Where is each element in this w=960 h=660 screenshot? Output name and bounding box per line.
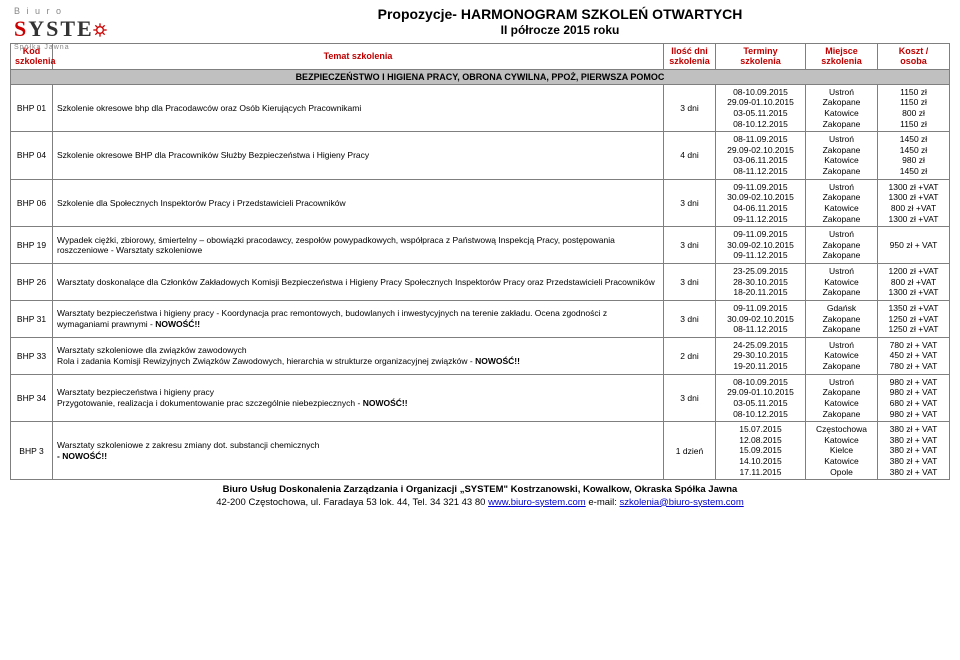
cell-place: UstrońZakopaneZakopane [806,227,878,264]
page-footer: Biuro Usług Doskonalenia Zarządzania i O… [10,484,950,509]
cell-place: UstrońZakopaneKatowiceZakopane [806,84,878,132]
cell-days: 3 dni [664,84,716,132]
cell-cost: 380 zł + VAT380 zł + VAT380 zł + VAT380 … [878,422,950,480]
cell-days: 3 dni [664,374,716,422]
cell-dates: 09-11.09.201530.09-02.10.201508-11.12.20… [716,300,806,337]
cell-cost: 1350 zł +VAT1250 zł +VAT1250 zł +VAT [878,300,950,337]
table-body: BHP 01Szkolenie okresowe bhp dla Pracoda… [11,84,950,480]
cell-dates: 09-11.09.201530.09-02.10.201504-06.11.20… [716,179,806,227]
footer-address: 42-200 Częstochowa, ul. Faradaya 53 lok.… [10,497,950,509]
logo-letter-s: S [14,16,28,41]
gear-icon [92,18,108,44]
cell-topic: Warsztaty bezpieczeństwa i higieny pracy… [53,374,664,422]
cell-cost: 980 zł + VAT980 zł + VAT680 zł + VAT980 … [878,374,950,422]
logo-wordmark: SYSTE [14,16,154,44]
cell-place: UstrońZakopaneKatowiceZakopane [806,374,878,422]
cell-code: BHP 19 [11,227,53,264]
section-title: BEZPIECZEŃSTWO I HIGIENA PRACY, OBRONA C… [11,69,950,84]
cell-topic: Szkolenie okresowe BHP dla Pracowników S… [53,132,664,180]
logo-line3: Spółka Jawna [14,44,154,51]
cell-dates: 23-25.09.201528-30.10.201518-20.11.2015 [716,264,806,301]
cell-topic: Szkolenie dla Społecznych Inspektorów Pr… [53,179,664,227]
cell-topic: Warsztaty szkoleniowe dla związków zawod… [53,337,664,374]
cell-days: 3 dni [664,264,716,301]
cell-code: BHP 01 [11,84,53,132]
footer-website-link[interactable]: www.biuro-system.com [488,497,586,508]
cell-place: UstrońZakopaneKatowiceZakopane [806,132,878,180]
cell-days: 3 dni [664,227,716,264]
cell-cost: 1300 zł +VAT1300 zł +VAT800 zł +VAT1300 … [878,179,950,227]
header-days: Ilość dniszkolenia [664,44,716,70]
cell-topic: Szkolenie okresowe bhp dla Pracodawców o… [53,84,664,132]
cell-topic: Warsztaty doskonalące dla Członków Zakła… [53,264,664,301]
logo-line1: B i u r o [14,6,154,16]
cell-place: UstrońKatowiceZakopane [806,264,878,301]
cell-days: 3 dni [664,179,716,227]
page-title: Propozycje- HARMONOGRAM SZKOLEŃ OTWARTYC… [170,6,950,22]
cell-dates: 09-11.09.201530.09-02.10.201509-11.12.20… [716,227,806,264]
cell-topic: Warsztaty szkoleniowe z zakresu zmiany d… [53,422,664,480]
header-place: Miejsceszkolenia [806,44,878,70]
cell-days: 3 dni [664,300,716,337]
cell-dates: 08-10.09.201529.09-01.10.201503-05.11.20… [716,374,806,422]
cell-place: CzęstochowaKatowiceKielceKatowiceOpole [806,422,878,480]
cell-days: 1 dzień [664,422,716,480]
cell-code: BHP 04 [11,132,53,180]
cell-code: BHP 26 [11,264,53,301]
cell-cost: 1450 zł1450 zł980 zł1450 zł [878,132,950,180]
cell-topic: Wypadek ciężki, zbiorowy, śmiertelny – o… [53,227,664,264]
footer-company: Biuro Usług Doskonalenia Zarządzania i O… [10,484,950,496]
cell-dates: 08-11.09.201529.09-02.10.201503-06.11.20… [716,132,806,180]
cell-place: UstrońZakopaneKatowiceZakopane [806,179,878,227]
cell-dates: 15.07.201512.08.201515.09.201514.10.2015… [716,422,806,480]
cell-code: BHP 33 [11,337,53,374]
cell-cost: 780 zł + VAT450 zł + VAT780 zł + VAT [878,337,950,374]
cell-days: 4 dni [664,132,716,180]
logo-rest: YSTE [28,16,93,41]
cell-cost: 1150 zł1150 zł800 zł1150 zł [878,84,950,132]
header-cost: Koszt /osoba [878,44,950,70]
cell-place: GdańskZakopaneZakopane [806,300,878,337]
cell-dates: 24-25.09.201529-30.10.201519-20.11.2015 [716,337,806,374]
cell-code: BHP 34 [11,374,53,422]
cell-days: 2 dni [664,337,716,374]
footer-email-link[interactable]: szkolenia@biuro-system.com [620,497,744,508]
cell-cost: 1200 zł +VAT800 zł +VAT1300 zł +VAT [878,264,950,301]
cell-code: BHP 3 [11,422,53,480]
cell-code: BHP 06 [11,179,53,227]
footer-email-label: e-mail: [586,497,620,508]
company-logo: B i u r o SYSTE Spółka Jawna [14,6,154,51]
schedule-table: Kodszkolenia Temat szkolenia Ilość dnisz… [10,43,950,480]
cell-topic: Warsztaty bezpieczeństwa i higieny pracy… [53,300,664,337]
footer-address-text: 42-200 Częstochowa, ul. Faradaya 53 lok.… [216,497,488,508]
cell-place: UstrońKatowiceZakopane [806,337,878,374]
cell-dates: 08-10.09.201529.09-01.10.201503-05.11.20… [716,84,806,132]
header-dates: Terminyszkolenia [716,44,806,70]
cell-code: BHP 31 [11,300,53,337]
cell-cost: 950 zł + VAT [878,227,950,264]
page-subtitle: II półrocze 2015 roku [170,23,950,37]
section-header-row: BEZPIECZEŃSTWO I HIGIENA PRACY, OBRONA C… [11,69,950,84]
